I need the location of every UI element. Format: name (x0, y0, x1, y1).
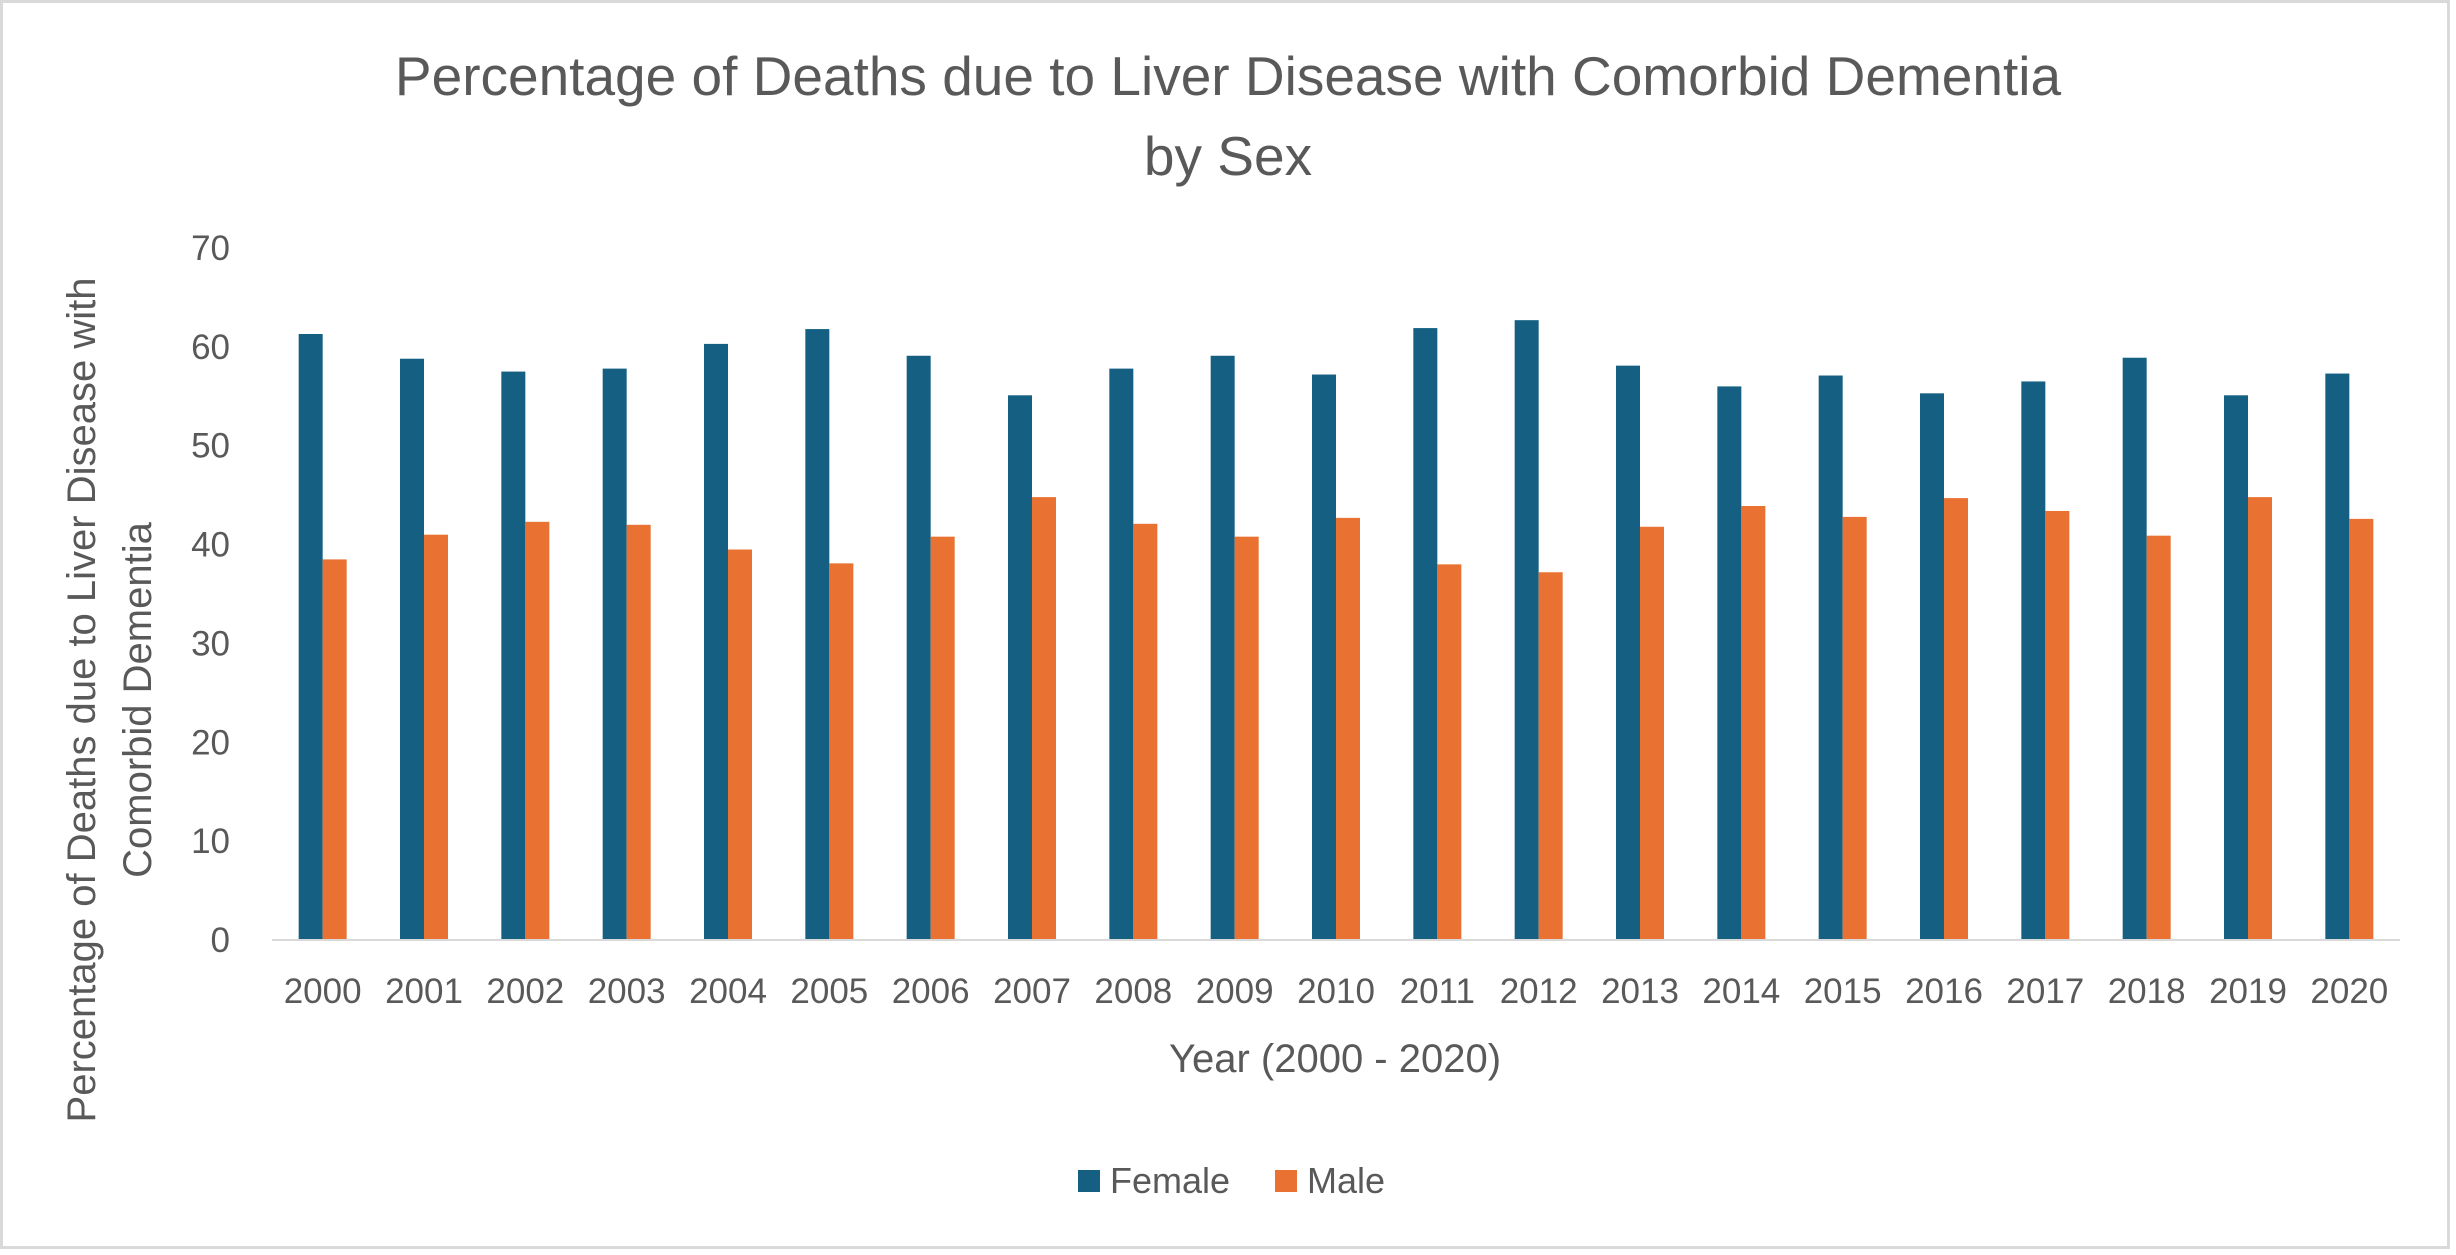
y-tick-label: 20 (191, 723, 230, 762)
legend-item-female: Female (1078, 1160, 1230, 1201)
bar-male-2010 (1336, 517, 1360, 940)
bar-male-2014 (1741, 506, 1766, 940)
bar-female-2012 (1514, 320, 1539, 940)
y-tick-label: 60 (191, 328, 230, 367)
legend: Female Male (1078, 1160, 1385, 1201)
bar-female-2003 (602, 368, 627, 940)
bar-female-2010 (1312, 374, 1336, 941)
bar-male-2016 (1944, 498, 1968, 940)
x-tick-label: 2007 (993, 972, 1071, 1011)
y-axis-title-line-2: Comorbid Dementia (116, 521, 160, 877)
x-tick-label: 2014 (1702, 972, 1780, 1011)
chart-title-line-1: Percentage of Deaths due to Liver Diseas… (395, 45, 2062, 107)
bar-female-2004 (704, 343, 728, 940)
bar-female-2009 (1210, 355, 1235, 940)
x-tick-label: 2004 (689, 972, 767, 1011)
bars (298, 320, 2374, 941)
x-tick-label: 2000 (284, 972, 362, 1011)
bar-female-2014 (1717, 386, 1742, 940)
legend-item-male: Male (1275, 1160, 1385, 1201)
bar-female-2011 (1413, 328, 1438, 940)
bar-male-2017 (2045, 510, 2070, 940)
legend-swatch (1275, 1170, 1297, 1192)
legend-swatch (1078, 1170, 1100, 1192)
y-tick-label: 10 (191, 822, 230, 861)
bar-male-2006 (930, 536, 955, 940)
y-tick-label: 40 (191, 526, 230, 565)
bar-male-2011 (1437, 564, 1462, 940)
bar-male-2020 (2349, 518, 2374, 940)
x-tick-label: 2006 (892, 972, 970, 1011)
chart-title-line-2: by Sex (1144, 125, 1312, 187)
bar-female-2013 (1616, 365, 1640, 940)
x-tick-label: 2018 (2108, 972, 2186, 1011)
y-tick-label: 0 (211, 921, 230, 960)
bar-female-2020 (2325, 373, 2350, 940)
bar-female-2000 (298, 334, 323, 940)
chart-title: Percentage of Deaths due to Liver Diseas… (395, 45, 2062, 187)
legend-label: Male (1307, 1160, 1385, 1201)
x-tick-label: 2005 (790, 972, 868, 1011)
x-tick-label: 2009 (1196, 972, 1274, 1011)
y-axis-title-line-1: Percentage of Deaths due to Liver Diseas… (60, 278, 104, 1123)
x-tick-label: 2015 (1804, 972, 1882, 1011)
bar-female-2005 (805, 329, 830, 940)
bar-female-2018 (2122, 357, 2147, 940)
bar-male-2005 (829, 563, 854, 940)
x-tick-label: 2008 (1094, 972, 1172, 1011)
bar-female-2017 (2021, 381, 2046, 940)
x-tick-label: 2002 (486, 972, 564, 1011)
y-axis-ticks: 0 10 20 30 40 50 60 70 (191, 229, 230, 960)
bar-male-2004 (728, 549, 752, 940)
bar-male-2009 (1234, 536, 1259, 940)
bar-male-2015 (1842, 516, 1867, 940)
legend-label: Female (1110, 1160, 1230, 1201)
x-tick-label: 2013 (1601, 972, 1679, 1011)
bar-female-2007 (1008, 395, 1032, 941)
x-tick-label: 2017 (2006, 972, 2084, 1011)
bar-female-2019 (2224, 395, 2248, 941)
bar-male-2002 (525, 521, 550, 940)
bar-male-2012 (1538, 572, 1563, 940)
bar-male-2008 (1133, 523, 1158, 940)
bar-female-2016 (1920, 393, 1944, 940)
x-tick-label: 2011 (1400, 972, 1475, 1011)
x-tick-label: 2019 (2209, 972, 2287, 1011)
bar-male-2018 (2146, 535, 2171, 940)
x-tick-label: 2012 (1500, 972, 1578, 1011)
bar-male-2000 (322, 559, 347, 940)
x-tick-label: 2010 (1297, 972, 1375, 1011)
bar-male-2007 (1032, 497, 1056, 940)
bar-male-2003 (626, 524, 651, 940)
bar-female-2002 (501, 371, 526, 941)
x-tick-label: 2020 (2310, 972, 2388, 1011)
bar-male-2013 (1640, 526, 1664, 940)
bar-male-2019 (2248, 497, 2272, 940)
bar-female-2008 (1109, 368, 1134, 940)
bar-female-2006 (906, 355, 931, 940)
y-axis-title: Percentage of Deaths due to Liver Diseas… (60, 278, 160, 1123)
y-tick-label: 30 (191, 624, 230, 663)
bar-male-2001 (424, 534, 448, 940)
y-tick-label: 50 (191, 427, 230, 466)
x-tick-label: 2016 (1905, 972, 1983, 1011)
x-tick-label: 2001 (385, 972, 463, 1011)
bar-female-2015 (1818, 375, 1843, 940)
y-tick-label: 70 (191, 229, 230, 268)
bar-female-2001 (400, 358, 424, 941)
x-axis-title: Year (2000 - 2020) (1169, 1037, 1501, 1081)
x-axis-ticks: 2000 2001 2002 2003 2004 2005 2006 2007 2008 2009… (284, 972, 2389, 1011)
x-tick-label: 2003 (588, 972, 666, 1011)
